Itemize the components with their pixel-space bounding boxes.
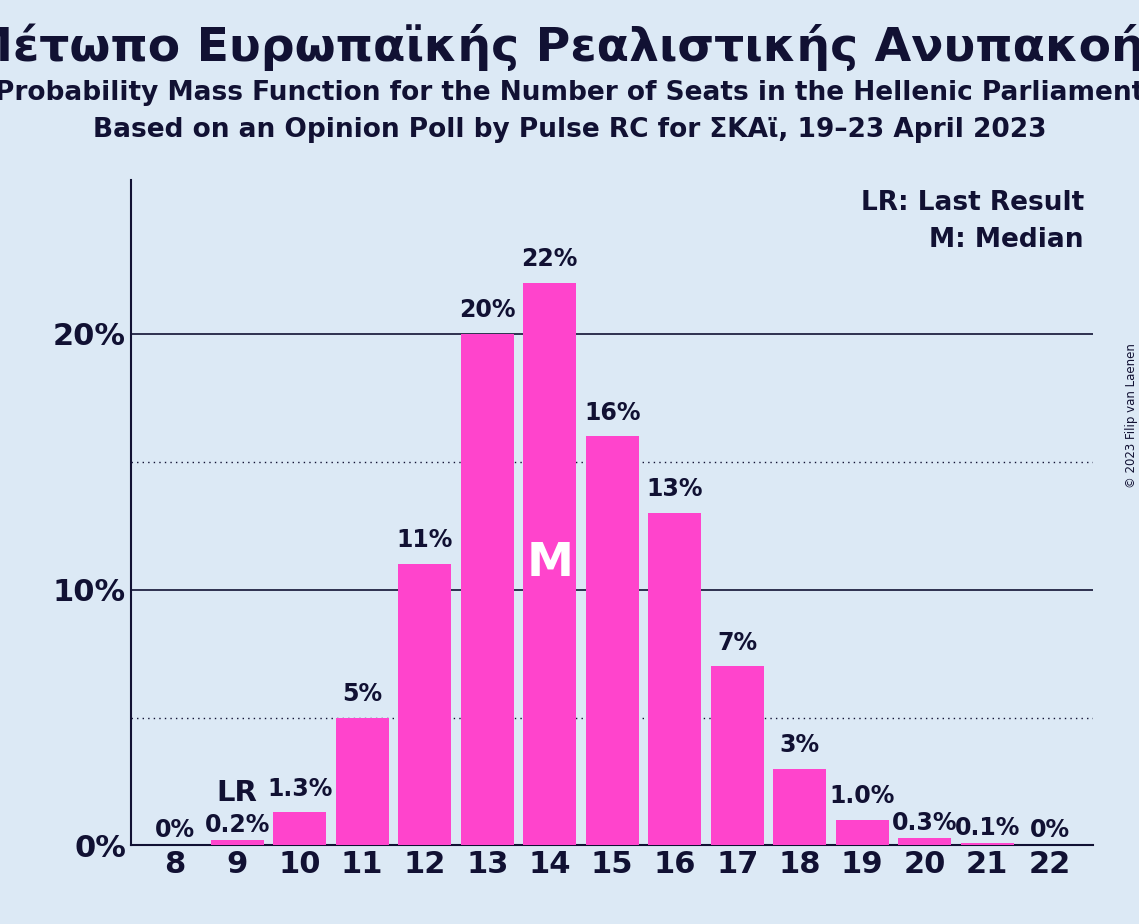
Text: 16%: 16% (584, 400, 640, 424)
Text: 11%: 11% (396, 529, 453, 553)
Bar (836, 820, 888, 845)
Text: 0.1%: 0.1% (954, 816, 1019, 840)
Text: LR: LR (216, 779, 257, 807)
Text: 0.3%: 0.3% (892, 810, 958, 834)
Text: Probability Mass Function for the Number of Seats in the Hellenic Parliament: Probability Mass Function for the Number… (0, 80, 1139, 106)
Bar (648, 513, 702, 845)
Text: 1.0%: 1.0% (829, 784, 895, 808)
Text: 22%: 22% (522, 247, 577, 271)
Bar (585, 436, 639, 845)
Bar (899, 838, 951, 845)
Text: Based on an Opinion Poll by Pulse RC for ΣΚΑϊ, 19–23 April 2023: Based on an Opinion Poll by Pulse RC for… (92, 117, 1047, 143)
Bar (460, 334, 514, 845)
Bar (399, 564, 451, 845)
Text: 13%: 13% (647, 478, 703, 502)
Text: 20%: 20% (459, 298, 516, 322)
Bar (523, 283, 576, 845)
Bar (211, 840, 264, 845)
Text: M: Median: M: Median (929, 226, 1084, 253)
Bar (336, 718, 388, 845)
Text: 0%: 0% (155, 819, 195, 843)
Text: © 2023 Filip van Laenen: © 2023 Filip van Laenen (1124, 344, 1138, 488)
Text: 1.3%: 1.3% (267, 777, 333, 801)
Text: 7%: 7% (718, 631, 757, 655)
Text: Μέτωπο Ευρωπαϊκής Ρεαλιστικής Ανυπακοής: Μέτωπο Ευρωπαϊκής Ρεαλιστικής Ανυπακοής (0, 23, 1139, 70)
Text: 3%: 3% (779, 733, 820, 757)
Bar (773, 769, 826, 845)
Bar (711, 666, 764, 845)
Text: 5%: 5% (342, 682, 383, 706)
Bar (273, 812, 326, 845)
Text: 0%: 0% (1030, 819, 1070, 843)
Text: 0.2%: 0.2% (205, 813, 270, 837)
Text: M: M (526, 541, 573, 587)
Text: LR: Last Result: LR: Last Result (861, 190, 1084, 216)
Bar (960, 843, 1014, 845)
